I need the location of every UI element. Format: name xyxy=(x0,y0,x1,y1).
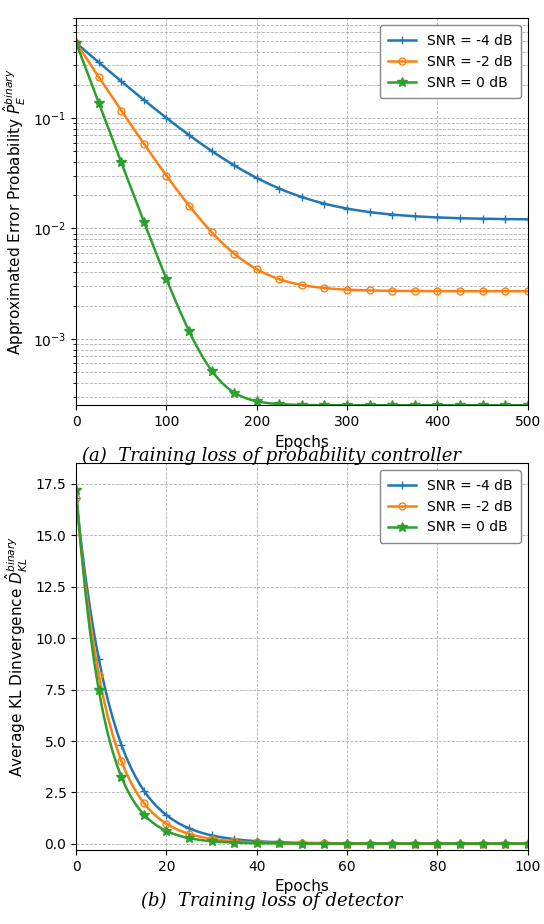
Legend: SNR = -4 dB, SNR = -2 dB, SNR = 0 dB: SNR = -4 dB, SNR = -2 dB, SNR = 0 dB xyxy=(380,470,521,542)
SNR = 0 dB xyxy=(73,484,79,495)
Line: SNR = 0 dB: SNR = 0 dB xyxy=(71,485,533,848)
Y-axis label: Approximated Error Probability $\hat{P}_E^{binary}$: Approximated Error Probability $\hat{P}_… xyxy=(1,68,28,355)
SNR = -2 dB xyxy=(186,828,193,839)
SNR = -2 dB xyxy=(364,285,370,296)
Text: (b)  Training loss of detector: (b) Training loss of detector xyxy=(141,892,403,910)
SNR = -4 dB xyxy=(524,213,531,225)
SNR = -2 dB xyxy=(185,199,191,210)
X-axis label: Epochs: Epochs xyxy=(275,434,329,450)
SNR = -4 dB xyxy=(447,213,453,224)
SNR = 0 dB xyxy=(447,400,453,411)
SNR = 0 dB xyxy=(344,838,350,849)
SNR = -2 dB xyxy=(524,286,531,297)
SNR = -4 dB xyxy=(344,838,350,849)
Line: SNR = 0 dB: SNR = 0 dB xyxy=(71,38,533,410)
SNR = 0 dB xyxy=(364,400,370,411)
SNR = -2 dB xyxy=(411,838,418,849)
SNR = -2 dB xyxy=(447,286,453,297)
SNR = -2 dB xyxy=(524,838,531,849)
Text: (a)  Training loss of probability controller: (a) Training loss of probability control… xyxy=(83,447,461,465)
SNR = -4 dB xyxy=(186,822,193,833)
SNR = 0 dB xyxy=(389,838,395,849)
SNR = -4 dB xyxy=(237,164,244,175)
SNR = -4 dB xyxy=(73,492,79,504)
SNR = -2 dB xyxy=(344,838,350,849)
SNR = -2 dB xyxy=(73,37,79,48)
SNR = 0 dB xyxy=(104,728,111,739)
SNR = 0 dB xyxy=(524,838,531,849)
SNR = -4 dB xyxy=(281,837,287,848)
SNR = 0 dB xyxy=(237,391,244,402)
Line: SNR = -2 dB: SNR = -2 dB xyxy=(73,494,531,847)
SNR = 0 dB xyxy=(185,323,191,334)
Y-axis label: Average KL Dinvergence $\hat{D}_{KL}^{binary}$: Average KL Dinvergence $\hat{D}_{KL}^{bi… xyxy=(4,536,30,777)
SNR = -2 dB xyxy=(237,253,244,264)
Legend: SNR = -4 dB, SNR = -2 dB, SNR = 0 dB: SNR = -4 dB, SNR = -2 dB, SNR = 0 dB xyxy=(380,26,521,98)
SNR = -4 dB xyxy=(204,142,211,153)
Line: SNR = -4 dB: SNR = -4 dB xyxy=(72,494,532,847)
SNR = -4 dB xyxy=(411,838,418,849)
SNR = 0 dB xyxy=(186,833,193,844)
SNR = 0 dB xyxy=(411,838,418,849)
X-axis label: Epochs: Epochs xyxy=(275,880,329,894)
SNR = -4 dB xyxy=(369,207,375,218)
SNR = -2 dB xyxy=(73,492,79,504)
SNR = -2 dB xyxy=(281,837,287,848)
SNR = -4 dB xyxy=(185,128,191,140)
SNR = -4 dB xyxy=(364,206,370,217)
SNR = 0 dB xyxy=(73,37,79,48)
SNR = -4 dB xyxy=(73,37,79,48)
SNR = 0 dB xyxy=(204,359,211,370)
SNR = -4 dB xyxy=(389,838,395,849)
SNR = -2 dB xyxy=(104,711,111,722)
SNR = -2 dB xyxy=(369,285,375,296)
Line: SNR = -4 dB: SNR = -4 dB xyxy=(72,39,532,224)
SNR = -4 dB xyxy=(104,694,111,705)
SNR = 0 dB xyxy=(524,400,531,411)
Line: SNR = -2 dB: SNR = -2 dB xyxy=(73,40,531,295)
SNR = -2 dB xyxy=(204,222,211,233)
SNR = 0 dB xyxy=(281,838,287,849)
SNR = 0 dB xyxy=(369,400,375,411)
SNR = -2 dB xyxy=(389,838,395,849)
SNR = -4 dB xyxy=(524,838,531,849)
